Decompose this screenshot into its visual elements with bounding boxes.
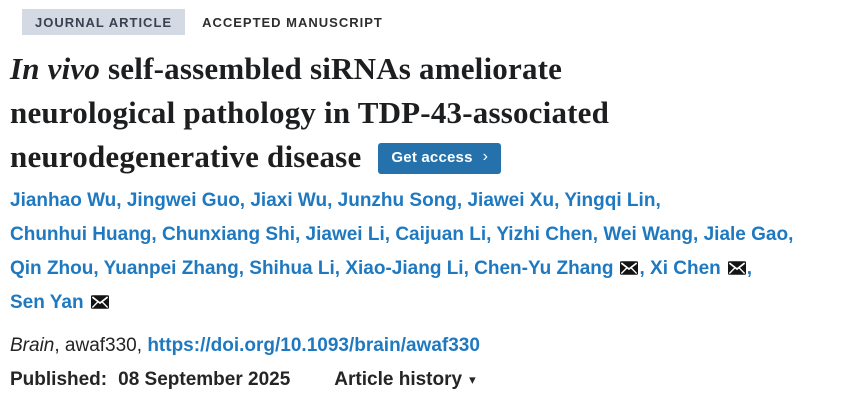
author-link[interactable]: Xi Chen: [650, 258, 721, 279]
accepted-manuscript-label: ACCEPTED MANUSCRIPT: [202, 14, 383, 30]
author-line: Chunhui Huang, Chunxiang Shi, Jiawei Li,…: [10, 224, 794, 245]
author-line: Jianhao Wu, Jingwei Guo, Jiaxi Wu, Junzh…: [10, 190, 661, 211]
author-link[interactable]: Jiaxi Wu: [250, 190, 328, 211]
author-link[interactable]: Jingwei Guo: [126, 190, 240, 211]
author-list: Jianhao Wu, Jingwei Guo, Jiaxi Wu, Junzh…: [10, 184, 855, 320]
author-link[interactable]: Jiawei Xu: [467, 190, 555, 211]
caret-down-icon: ▾: [469, 372, 476, 387]
author-link[interactable]: Shihua Li: [249, 258, 335, 279]
author-line: Qin Zhou, Yuanpei Zhang, Shihua Li, Xiao…: [10, 258, 753, 279]
author-link[interactable]: Wei Wang: [603, 224, 694, 245]
author-link[interactable]: Xiao-Jiang Li: [345, 258, 464, 279]
author-link[interactable]: Yuanpei Zhang: [103, 258, 239, 279]
author-link[interactable]: Jianhao Wu: [10, 190, 117, 211]
article-header-page: JOURNAL ARTICLE ACCEPTED MANUSCRIPT In v…: [10, 9, 855, 391]
email-icon[interactable]: [90, 295, 109, 309]
published-row: Published: 08 September 2025 Article his…: [10, 369, 855, 391]
article-id: , awaf330,: [54, 335, 148, 356]
author-link[interactable]: Yingqi Lin: [564, 190, 656, 211]
chevron-right-icon: ›: [482, 147, 489, 165]
published-date: 08 September 2025: [118, 369, 291, 390]
article-title: In vivo self-assembled siRNAs ameliorate…: [10, 47, 855, 179]
email-icon[interactable]: [727, 261, 746, 275]
author-link[interactable]: Junzhu Song: [337, 190, 457, 211]
article-history-toggle[interactable]: Article history ▾: [334, 369, 475, 391]
author-link[interactable]: Chunxiang Shi: [161, 224, 295, 245]
author-link[interactable]: Chen-Yu Zhang: [474, 258, 614, 279]
author-line: Sen Yan: [10, 286, 855, 320]
journal-name: Brain: [10, 335, 55, 356]
email-icon[interactable]: [620, 261, 639, 275]
author-link[interactable]: Qin Zhou: [10, 258, 94, 279]
get-access-button[interactable]: Get access ›: [378, 142, 502, 174]
author-link[interactable]: Caijuan Li: [395, 224, 487, 245]
journal-article-badge: JOURNAL ARTICLE: [22, 9, 186, 35]
author-link[interactable]: Chunhui Huang: [10, 224, 152, 245]
get-access-label: Get access: [391, 149, 473, 166]
author-link[interactable]: Sen Yan: [10, 292, 84, 313]
author-link[interactable]: Yizhi Chen: [496, 224, 593, 245]
article-history-label: Article history: [334, 369, 463, 390]
article-title-text: In vivo self-assembled siRNAs ameliorate…: [10, 51, 610, 174]
citation-line: Brain, awaf330, https://doi.org/10.1093/…: [10, 335, 855, 357]
author-link[interactable]: Jiale Gao: [703, 224, 789, 245]
published-label: Published:: [10, 369, 108, 390]
author-link[interactable]: Jiawei Li: [305, 224, 385, 245]
title-italic-prefix: In vivo: [10, 51, 101, 86]
doi-link[interactable]: https://doi.org/10.1093/brain/awaf330: [147, 335, 480, 356]
meta-row: JOURNAL ARTICLE ACCEPTED MANUSCRIPT: [22, 9, 855, 35]
